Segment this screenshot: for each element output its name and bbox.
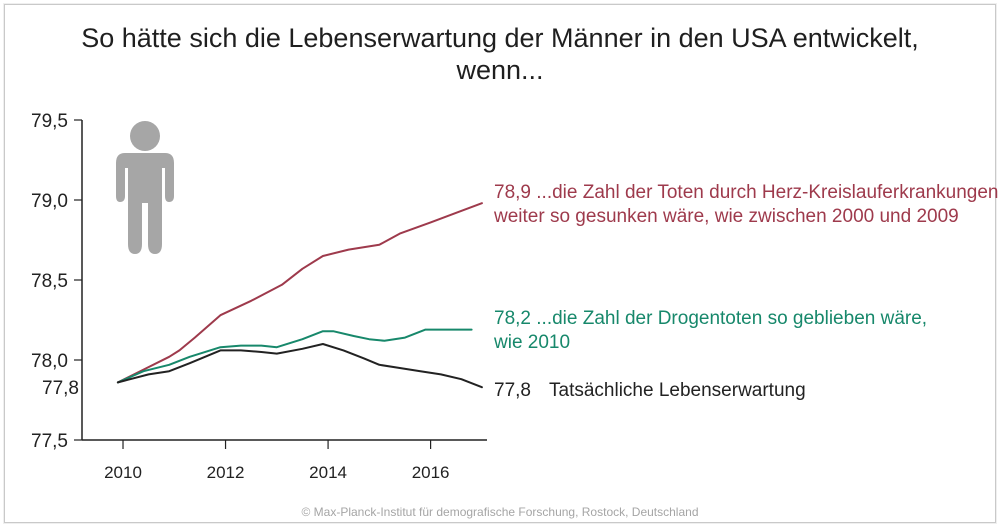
image-frame: [4, 4, 996, 523]
series-label-drug: 78,2 ...die Zahl der Drogentoten so gebl…: [494, 308, 927, 329]
series-value-drug: 78,2: [494, 308, 531, 329]
series-label-text: ...die Zahl der Drogentoten so geblieben…: [531, 308, 927, 329]
chart-title: So hätte sich die Lebenserwartung der Mä…: [0, 22, 1000, 86]
series-label-heart-line: weiter so gesunken wäre, wie zwischen 20…: [493, 206, 959, 227]
y-tick-label: 78,0: [31, 351, 68, 372]
y-tick-label: 79,5: [31, 111, 68, 132]
series-line-actual: [116, 343, 483, 389]
y-tick-label: 79,0: [31, 191, 68, 212]
x-tick-label: 2014: [309, 463, 347, 482]
series-label-text: ...die Zahl der Toten durch Herz-Kreisla…: [531, 182, 999, 203]
x-tick-label: 2016: [412, 463, 450, 482]
y-tick-label: 78,5: [31, 271, 68, 292]
start-value-label: 77,8: [42, 378, 79, 399]
series-line-heart: [116, 202, 483, 384]
series-line-drug: [116, 328, 473, 384]
series-lines: [116, 202, 483, 389]
series-label-drug-line: wie 2010: [493, 332, 570, 353]
series-value-actual: 77,8: [494, 380, 531, 401]
x-tick-label: 2010: [104, 463, 142, 482]
person-icon: [116, 121, 174, 254]
x-tick-label: 2012: [207, 463, 245, 482]
series-label-actual: Tatsächliche Lebenserwartung: [549, 380, 806, 401]
chart-title-line-2: wenn...: [456, 55, 544, 85]
series-label-heart: 78,9 ...die Zahl der Toten durch Herz-Kr…: [494, 182, 999, 203]
series-labels: 78,9 ...die Zahl der Toten durch Herz-Kr…: [42, 182, 999, 401]
y-tick-label: 77,5: [31, 431, 68, 452]
tick-labels: 77,5 78,0 78,5 79,0 79,5 2010 2012 2014 2016: [31, 111, 450, 482]
axes: [74, 119, 487, 449]
series-value-heart: 78,9: [494, 182, 531, 203]
chart-title-line-1: So hätte sich die Lebenserwartung der Mä…: [81, 23, 919, 53]
copyright-footer: © Max-Planck-Institut für demografische …: [301, 505, 699, 519]
